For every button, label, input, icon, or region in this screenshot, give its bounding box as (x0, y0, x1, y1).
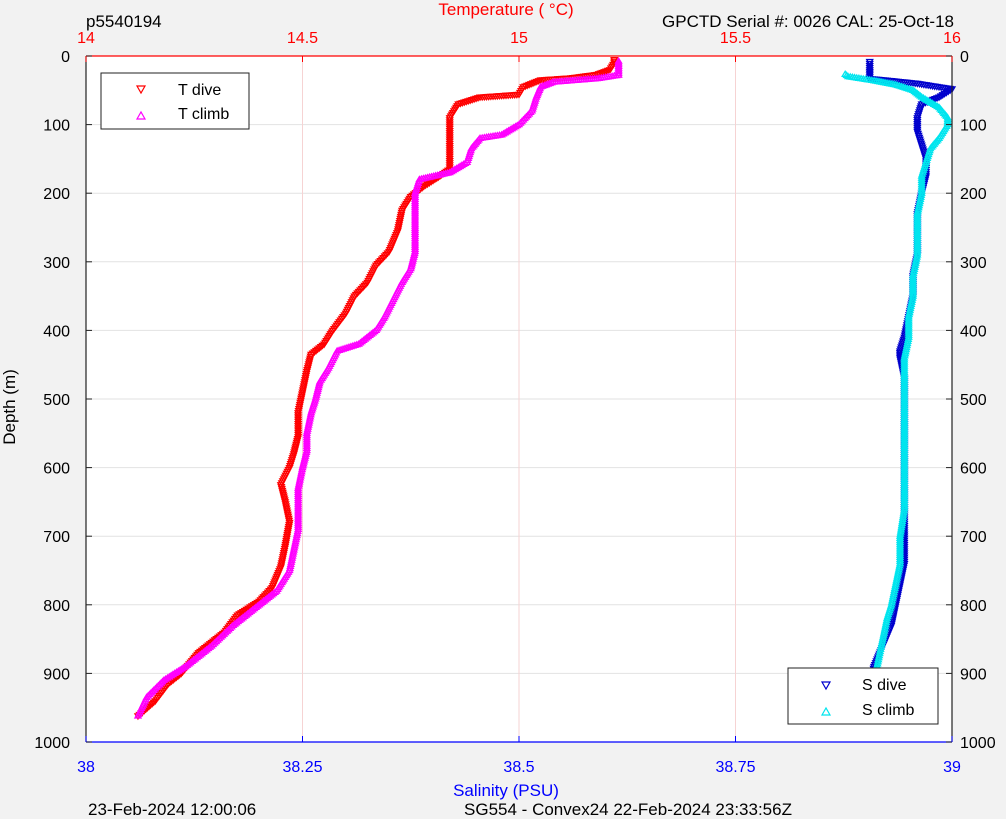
s-climb-legend-label: S climb (862, 702, 915, 719)
depth-tick-label-left: 0 (61, 49, 70, 66)
salinity-tick-label: 39 (943, 759, 961, 776)
temperature-tick-label: 15 (510, 30, 528, 47)
temperature-tick-label: 14 (77, 30, 95, 47)
salinity-axis-label: Salinity (PSU) (453, 781, 559, 800)
depth-tick-label-right: 100 (960, 118, 987, 135)
data-point (895, 351, 905, 359)
depth-tick-label-left: 600 (43, 461, 70, 478)
series-s-climb (841, 70, 952, 719)
data-point (614, 69, 623, 77)
depth-tick-label-right: 500 (960, 392, 987, 409)
temperature-axis-label: Temperature ( °C) (438, 0, 573, 19)
data-point (614, 56, 623, 64)
salinity-tick-label: 38.25 (282, 759, 322, 776)
data-point (614, 62, 623, 69)
temperature-tick-label: 14.5 (287, 30, 318, 47)
t-climb-legend-label: T climb (178, 106, 229, 123)
depth-tick-label-right: 900 (960, 666, 987, 683)
ticks: 0 0 100 100 200 200 300 300 400 400 500 500 600 600 70… (34, 30, 995, 776)
s-dive-legend-label: S dive (862, 677, 907, 694)
data-point (614, 58, 623, 66)
footer-center: SG554 - Convex24 22-Feb-2024 23:33:56Z (464, 800, 792, 819)
temperature-legend-box (100, 72, 250, 130)
depth-tick-label-left: 200 (43, 186, 70, 203)
depth-tick-label-left: 100 (43, 118, 70, 135)
depth-tick-label-left: 400 (43, 323, 70, 340)
t-climb-legend-marker (135, 110, 147, 120)
data-point (865, 58, 874, 66)
salinity-tick-label: 38.5 (503, 759, 534, 776)
data-point (614, 70, 623, 78)
data-point (841, 70, 850, 77)
series-t-climb (133, 56, 623, 719)
s-dive-legend-marker (820, 681, 832, 691)
depth-tick-label-right: 600 (960, 461, 987, 478)
data-point (943, 115, 952, 123)
salinity-tick-label: 38.75 (715, 759, 755, 776)
series-layer (133, 56, 957, 721)
depth-tick-label-left: 800 (43, 598, 70, 615)
data-point (614, 60, 623, 68)
data-point (614, 63, 623, 71)
temperature-legend: T dive T climb (100, 72, 250, 130)
header-top-left: p5540194 (86, 12, 162, 31)
data-point (397, 209, 406, 217)
depth-tick-label-left: 500 (43, 392, 70, 409)
s-climb-legend-marker (820, 706, 832, 716)
data-point (614, 67, 623, 75)
data-point (943, 116, 952, 124)
depth-tick-label-left: 1000 (34, 735, 70, 752)
salinity-tick-label: 38 (77, 759, 95, 776)
data-point (865, 60, 874, 68)
salinity-legend: S dive S climb (787, 667, 939, 725)
depth-tick-label-right: 700 (960, 529, 987, 546)
depth-tick-label-right: 1000 (960, 735, 996, 752)
t-dive-legend-marker (135, 85, 147, 95)
data-point (614, 65, 623, 73)
depth-tick-label-right: 300 (960, 255, 987, 272)
header-top-right: GPCTD Serial #: 0026 CAL: 25-Oct-18 (662, 12, 954, 31)
data-point (610, 57, 619, 64)
depth-tick-label-right: 0 (960, 49, 969, 66)
footer-left: 23-Feb-2024 12:00:06 (88, 800, 256, 819)
depth-tick-label-right: 200 (960, 186, 987, 203)
depth-tick-label-right: 800 (960, 598, 987, 615)
depth-tick-label-left: 700 (43, 529, 70, 546)
salinity-legend-box (787, 667, 939, 725)
t-dive-legend-label: T dive (178, 82, 221, 99)
depth-tick-label-right: 400 (960, 323, 987, 340)
temperature-tick-label: 16 (943, 30, 961, 47)
depth-axis-label: Depth (m) (0, 369, 19, 445)
temperature-tick-label: 15.5 (720, 30, 751, 47)
depth-tick-label-left: 300 (43, 255, 70, 272)
depth-tick-label-left: 900 (43, 666, 70, 683)
